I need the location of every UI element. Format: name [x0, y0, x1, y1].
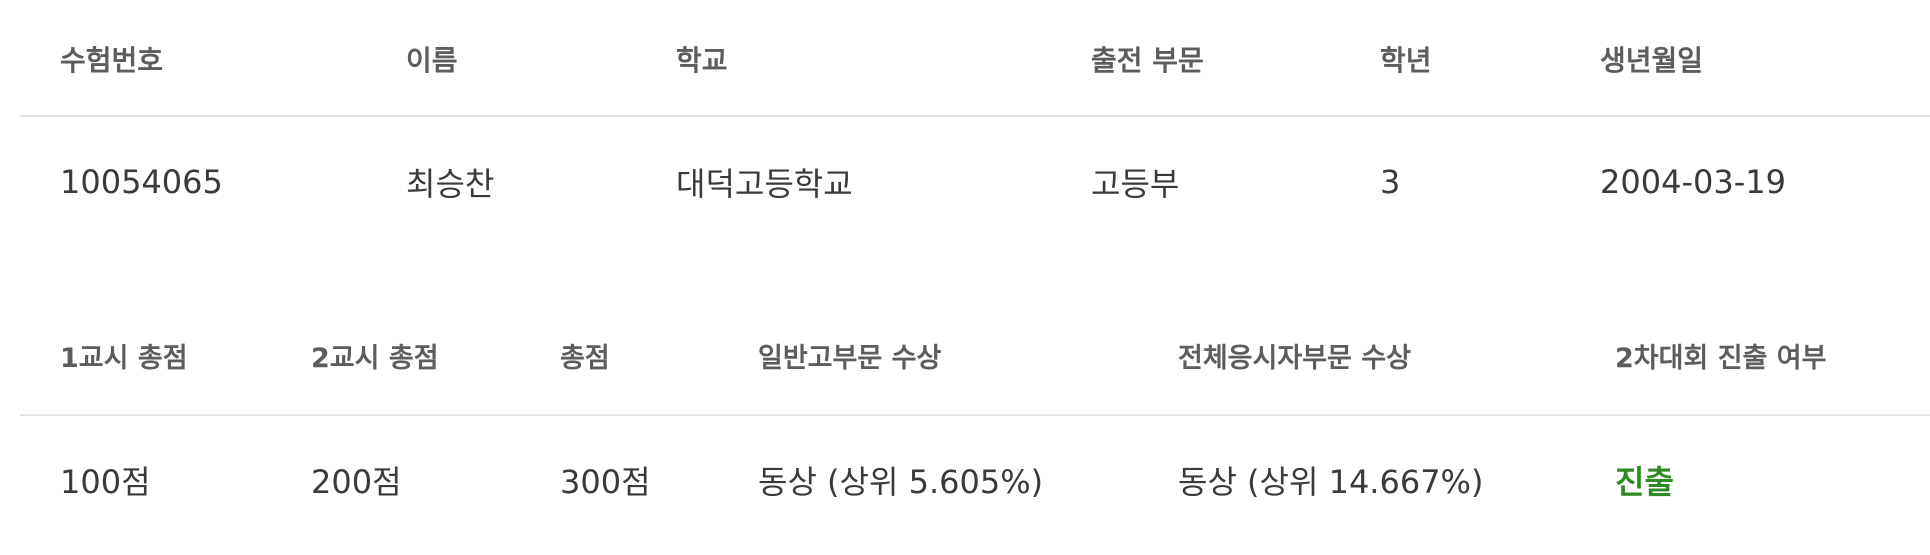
info-table-header: 수험번호 이름 학교 출전 부문 학년 생년월일 [20, 0, 1930, 117]
division-value: 고등부 [1091, 165, 1180, 203]
score-table-header: 1교시 총점 2교시 총점 총점 일반고부문 수상 전체응시자부문 수상 2차대… [20, 296, 1930, 416]
header-school: 학교 [676, 43, 728, 77]
general-award-value: 동상 (상위 5.605%) [758, 463, 1044, 501]
header-division: 출전 부문 [1091, 43, 1204, 77]
advance-status-value: 진출 [1615, 463, 1674, 501]
header-grade: 학년 [1380, 43, 1432, 77]
header-name: 이름 [406, 43, 458, 77]
name-value: 최승찬 [406, 165, 495, 203]
grade-value: 3 [1380, 163, 1401, 201]
school-value: 대덕고등학교 [676, 165, 853, 203]
score-table-row: 100점 200점 300점 동상 (상위 5.605%) 동상 (상위 14.… [20, 418, 1930, 538]
info-table-row: 10054065 최승찬 대덕고등학교 고등부 3 2004-03-19 [20, 119, 1930, 239]
header-period1-total: 1교시 총점 [60, 342, 188, 374]
header-overall-award: 전체응시자부문 수상 [1178, 342, 1411, 374]
overall-award-value: 동상 (상위 14.667%) [1178, 463, 1484, 501]
period1-total-value: 100점 [60, 463, 151, 501]
header-total: 총점 [560, 342, 610, 374]
header-advance-status: 2차대회 진출 여부 [1615, 342, 1827, 374]
advance-status-cell: 진출 [1575, 453, 1875, 503]
period2-total-value: 200점 [311, 463, 402, 501]
exam-number-value: 10054065 [60, 163, 223, 201]
header-period2-total: 2교시 총점 [311, 342, 439, 374]
header-birthdate: 생년월일 [1600, 43, 1704, 77]
header-general-award: 일반고부문 수상 [758, 342, 942, 374]
birthdate-value: 2004-03-19 [1600, 163, 1786, 201]
header-exam-number: 수험번호 [60, 43, 164, 77]
total-value: 300점 [560, 463, 651, 501]
